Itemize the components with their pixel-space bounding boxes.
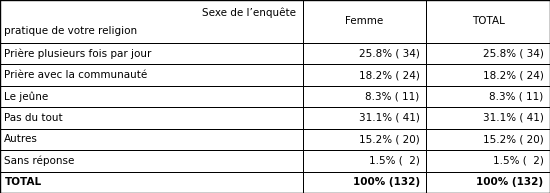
Bar bbox=[0, 172, 302, 193]
Bar bbox=[0, 150, 302, 172]
Bar bbox=[0, 43, 302, 64]
Text: pratique de votre religion: pratique de votre religion bbox=[4, 26, 138, 36]
Bar bbox=[302, 150, 426, 172]
Text: Femme: Femme bbox=[345, 16, 383, 26]
Text: 100% (132): 100% (132) bbox=[353, 177, 420, 187]
Text: 25.8% ( 34): 25.8% ( 34) bbox=[359, 49, 420, 59]
Text: Sexe de l’enquête: Sexe de l’enquête bbox=[202, 8, 296, 18]
Text: Pas du tout: Pas du tout bbox=[4, 113, 63, 123]
Bar bbox=[302, 64, 426, 86]
Text: 25.8% ( 34): 25.8% ( 34) bbox=[482, 49, 543, 59]
Bar bbox=[302, 129, 426, 150]
Bar bbox=[426, 107, 550, 129]
Text: 8.3% ( 11): 8.3% ( 11) bbox=[365, 91, 420, 102]
Bar bbox=[0, 129, 302, 150]
Bar bbox=[0, 0, 302, 43]
Text: Sans réponse: Sans réponse bbox=[4, 156, 75, 166]
Bar bbox=[426, 150, 550, 172]
Text: 100% (132): 100% (132) bbox=[476, 177, 543, 187]
Bar bbox=[426, 86, 550, 107]
Text: 1.5% (  2): 1.5% ( 2) bbox=[369, 156, 420, 166]
Bar bbox=[302, 43, 426, 64]
Text: 15.2% ( 20): 15.2% ( 20) bbox=[483, 134, 543, 144]
Bar bbox=[426, 129, 550, 150]
Text: 18.2% ( 24): 18.2% ( 24) bbox=[359, 70, 420, 80]
Bar bbox=[426, 172, 550, 193]
Bar bbox=[0, 64, 302, 86]
Bar bbox=[302, 172, 426, 193]
Bar bbox=[302, 0, 426, 43]
Bar bbox=[426, 64, 550, 86]
Text: TOTAL: TOTAL bbox=[472, 16, 504, 26]
Bar bbox=[426, 43, 550, 64]
Text: 31.1% ( 41): 31.1% ( 41) bbox=[359, 113, 420, 123]
Text: TOTAL: TOTAL bbox=[4, 177, 42, 187]
Text: 1.5% (  2): 1.5% ( 2) bbox=[493, 156, 543, 166]
Text: Prière plusieurs fois par jour: Prière plusieurs fois par jour bbox=[4, 48, 152, 59]
Bar bbox=[0, 86, 302, 107]
Bar bbox=[426, 0, 550, 43]
Bar bbox=[0, 107, 302, 129]
Text: Prière avec la communauté: Prière avec la communauté bbox=[4, 70, 147, 80]
Text: 31.1% ( 41): 31.1% ( 41) bbox=[482, 113, 543, 123]
Text: 18.2% ( 24): 18.2% ( 24) bbox=[482, 70, 543, 80]
Bar bbox=[302, 107, 426, 129]
Bar bbox=[302, 86, 426, 107]
Text: Le jeûne: Le jeûne bbox=[4, 91, 48, 102]
Text: 8.3% ( 11): 8.3% ( 11) bbox=[489, 91, 543, 102]
Text: 15.2% ( 20): 15.2% ( 20) bbox=[359, 134, 420, 144]
Text: Autres: Autres bbox=[4, 134, 38, 144]
